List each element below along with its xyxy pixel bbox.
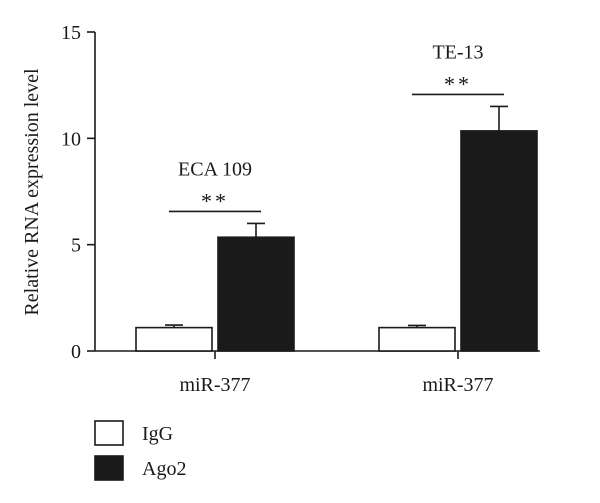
annotations: ** ECA 109 ** TE-13 xyxy=(169,41,504,213)
legend: IgG Ago2 xyxy=(94,420,186,481)
bar-igg-te-13 xyxy=(378,326,456,352)
y-axis-label: Relative RNA expression level xyxy=(21,68,43,316)
x-tick-label: miR-377 xyxy=(422,374,493,396)
y-axis: 0 5 10 15 xyxy=(61,22,96,363)
y-tick-label: 10 xyxy=(61,128,81,150)
legend-swatch-ago2 xyxy=(94,455,124,481)
legend-label-igg: IgG xyxy=(142,423,173,445)
cell-line-label: TE-13 xyxy=(432,41,483,63)
cell-line-label: ECA 109 xyxy=(178,158,252,180)
y-tick-label: 0 xyxy=(71,341,81,363)
bar-igg-eca-109 xyxy=(135,326,213,352)
x-axis: miR-377 miR-377 xyxy=(95,350,540,396)
legend-label-ago2: Ago2 xyxy=(142,458,186,480)
bar-ago2-eca-109 xyxy=(217,236,295,352)
significance-marker: ** xyxy=(444,71,472,96)
significance-marker: ** xyxy=(201,188,229,213)
x-tick-label: miR-377 xyxy=(179,374,250,396)
y-tick-label: 15 xyxy=(61,22,81,44)
bars xyxy=(135,130,538,352)
y-tick-label: 5 xyxy=(71,235,81,257)
legend-swatch-igg xyxy=(94,420,124,446)
bar-ago2-te-13 xyxy=(460,130,538,352)
error-bars xyxy=(165,105,508,328)
